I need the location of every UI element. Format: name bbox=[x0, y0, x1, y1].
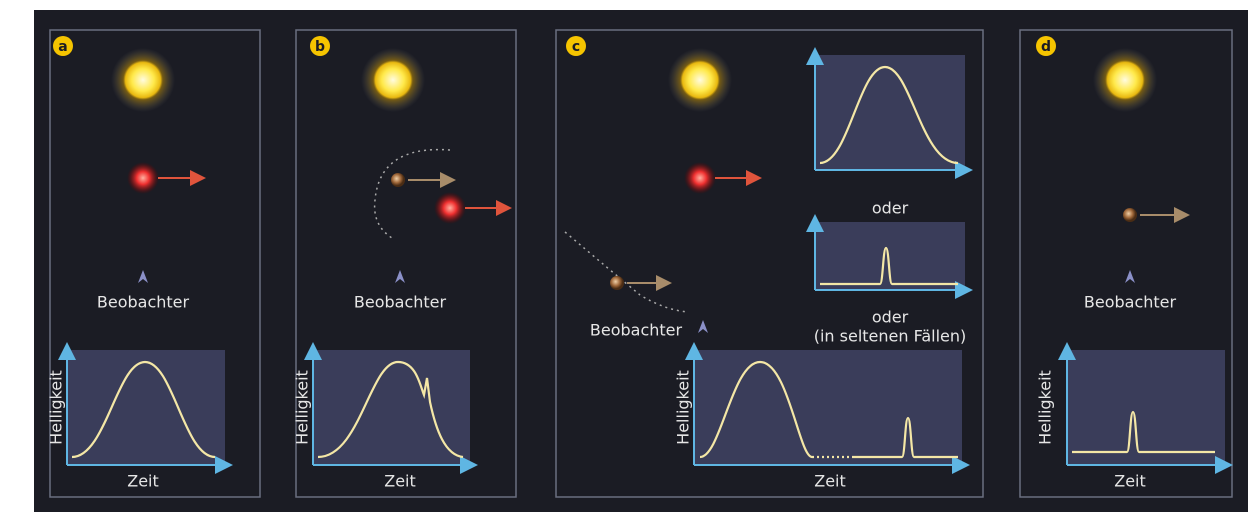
planet bbox=[391, 173, 405, 187]
y-axis-label: Helligkeit bbox=[293, 370, 312, 445]
y-axis-label: Helligkeit bbox=[47, 370, 66, 445]
planet bbox=[610, 276, 624, 290]
panel-label: a bbox=[58, 39, 67, 55]
observer-label: Beobachter bbox=[354, 293, 447, 312]
observer-label: Beobachter bbox=[1084, 293, 1177, 312]
lens-star bbox=[434, 192, 466, 224]
panel-label: d bbox=[1041, 39, 1051, 55]
planet bbox=[1123, 208, 1137, 222]
x-axis-label: Zeit bbox=[814, 472, 846, 491]
x-axis-label: Zeit bbox=[127, 472, 159, 491]
note: oder bbox=[872, 199, 909, 218]
x-axis-label: Zeit bbox=[1114, 472, 1146, 491]
observer-label: Beobachter bbox=[97, 293, 190, 312]
x-axis-label: Zeit bbox=[384, 472, 416, 491]
lens-star bbox=[127, 162, 159, 194]
sun bbox=[111, 48, 175, 112]
panel-label: c bbox=[572, 39, 580, 55]
observer-label: Beobachter bbox=[590, 321, 683, 340]
y-axis-label: Helligkeit bbox=[674, 370, 693, 445]
diagram: a Beobachter Helligkeit Zeit b Beobachter Hell… bbox=[0, 0, 1248, 512]
note: (in seltenen Fällen) bbox=[814, 327, 967, 346]
sun bbox=[1093, 48, 1157, 112]
sun bbox=[361, 48, 425, 112]
page: {"panels": [ {"label": "a", "observer": … bbox=[0, 0, 1248, 512]
lens-star bbox=[684, 162, 716, 194]
plot-area bbox=[815, 55, 965, 170]
sun bbox=[668, 48, 732, 112]
note: oder bbox=[872, 308, 909, 327]
y-axis-label: Helligkeit bbox=[1036, 370, 1055, 445]
plot-area bbox=[1067, 350, 1225, 465]
panel-label: b bbox=[315, 39, 325, 55]
plot-area bbox=[694, 350, 962, 465]
